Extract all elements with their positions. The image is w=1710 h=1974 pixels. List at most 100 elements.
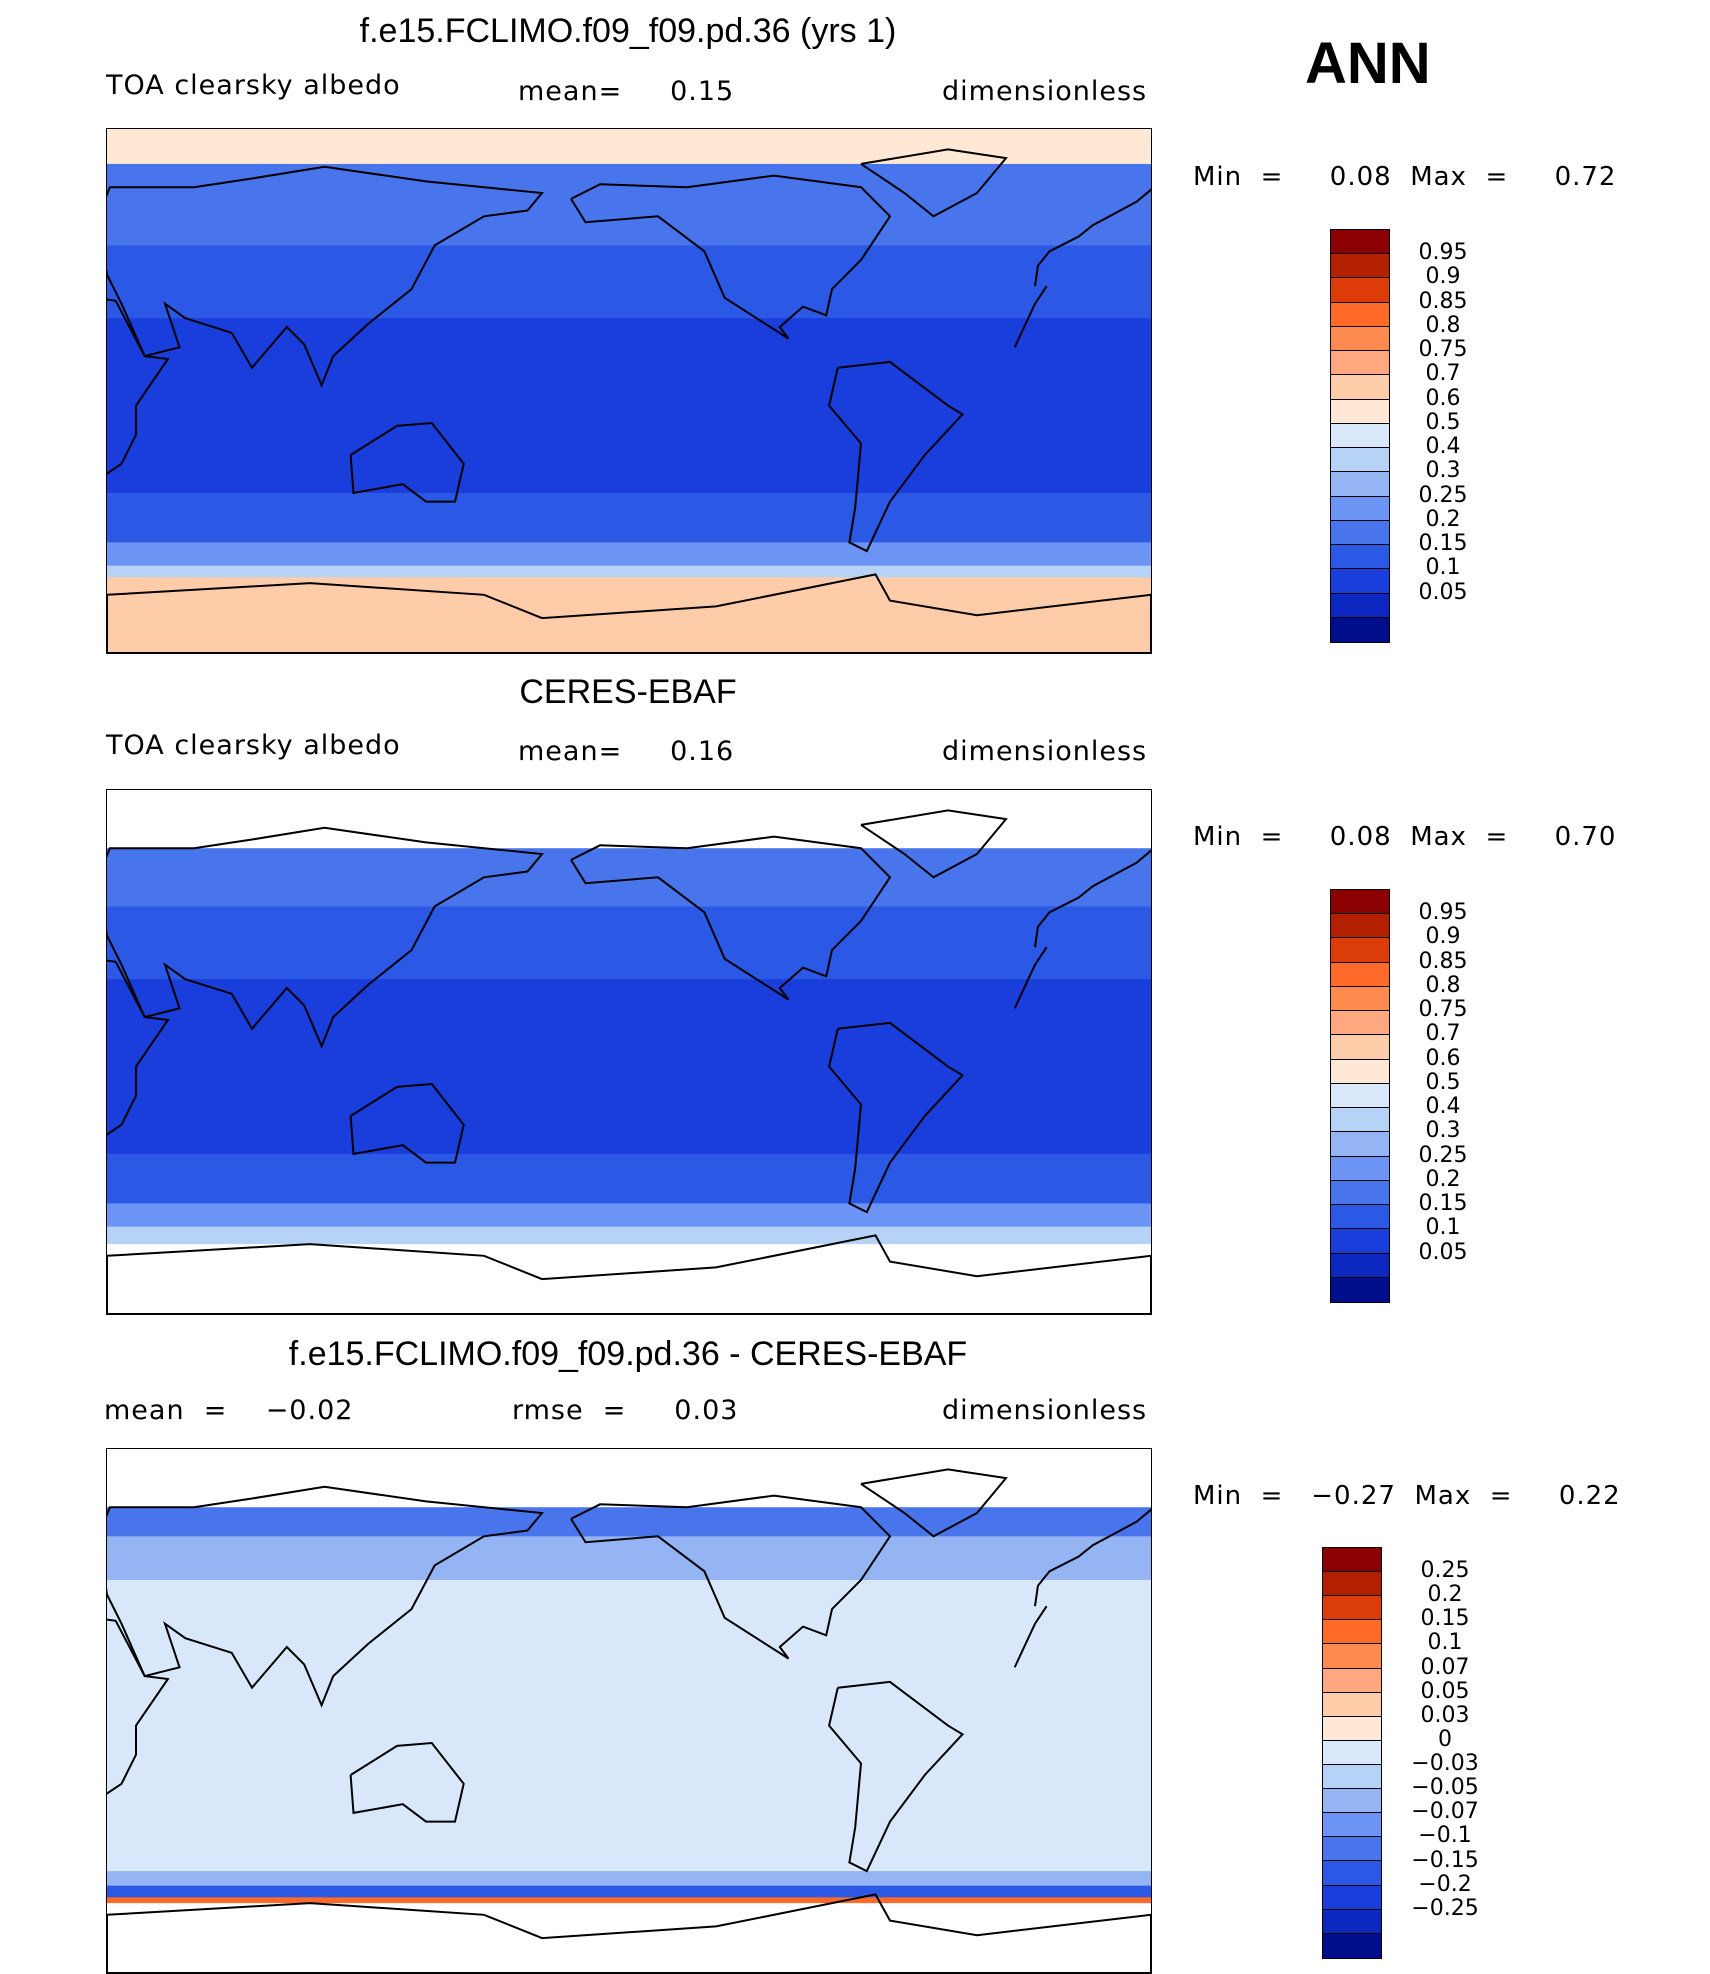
colorbar-swatch — [1331, 1156, 1389, 1181]
panel-1-map-svg — [107, 129, 1151, 653]
map-latitude-band — [107, 245, 1151, 319]
colorbar-tick-label: 0.4 — [1425, 1094, 1461, 1120]
colorbar-swatch — [1331, 472, 1389, 497]
colorbar-tick-label: 0.85 — [1418, 948, 1468, 974]
colorbar-tick-label: −0.05 — [1411, 1775, 1479, 1801]
colorbar-swatch — [1331, 375, 1389, 400]
panel-1-mean-label: mean= 0.15 — [518, 76, 735, 107]
coastline-eurasia — [107, 1485, 544, 1708]
map-latitude-band — [107, 790, 1151, 849]
panel-2-colorbar — [1330, 889, 1390, 1303]
colorbar-swatch — [1331, 1180, 1389, 1206]
colorbar-tick-label: 0.7 — [1425, 1021, 1461, 1047]
colorbar-tick-label: 0.15 — [1418, 1191, 1468, 1217]
coastline-antarctica — [107, 573, 1151, 653]
coastline-namerica — [570, 835, 892, 1001]
colorbar-swatch — [1331, 890, 1389, 915]
colorbar-swatch — [1331, 914, 1389, 939]
colorbar-tick-label: 0.1 — [1427, 1630, 1463, 1656]
map-latitude-band — [107, 1536, 1151, 1581]
panel-3-colorbar — [1322, 1547, 1382, 1959]
colorbar-swatch — [1331, 1229, 1389, 1254]
colorbar-tick-label: 0.25 — [1418, 1142, 1468, 1168]
coastline-africa-west — [1013, 285, 1048, 348]
map-latitude-band — [107, 129, 1151, 165]
colorbar-tick-label: 0.05 — [1420, 1678, 1470, 1704]
coastline-samerica — [828, 1021, 965, 1214]
coastline-europe-west — [1034, 1508, 1151, 1607]
panel-2-map-svg — [107, 790, 1151, 1314]
colorbar-tick-label: 0.07 — [1420, 1654, 1470, 1680]
coastline-namerica — [570, 174, 892, 340]
colorbar-swatch — [1323, 1813, 1381, 1838]
colorbar-tick-label: 0.3 — [1425, 1118, 1461, 1144]
coastline-africa-west — [1013, 1605, 1048, 1668]
panel-3-map-svg — [107, 1449, 1151, 1973]
panel-3-mean-label: mean = −0.02 — [104, 1395, 354, 1426]
colorbar-swatch — [1323, 1620, 1381, 1645]
colorbar-tick-label: 0.75 — [1418, 997, 1468, 1023]
colorbar-swatch — [1323, 1644, 1381, 1669]
colorbar-swatch — [1323, 1764, 1381, 1790]
colorbar-tick-label: 0.25 — [1418, 482, 1468, 508]
panel-2-title: CERES-EBAF — [519, 673, 737, 711]
coastline-antarctica — [107, 1893, 1151, 1973]
coastline-europe-west — [1034, 188, 1151, 287]
panel-1-map — [106, 128, 1152, 654]
colorbar-tick-label: 0.1 — [1425, 555, 1461, 581]
colorbar-tick-label: 0.85 — [1418, 288, 1468, 314]
colorbar-tick-label: 0.95 — [1418, 240, 1468, 266]
panel-3-rmse-label: rmse = 0.03 — [512, 1395, 739, 1426]
colorbar-swatch — [1331, 230, 1389, 255]
colorbar-swatch — [1323, 1861, 1381, 1886]
panel-1-colorbar — [1330, 229, 1390, 643]
panel-1-units-label: dimensionless — [942, 76, 1148, 107]
map-latitude-band — [107, 848, 1151, 907]
coastline-antarctica — [107, 1234, 1151, 1314]
panel-2-mean-label: mean= 0.16 — [518, 736, 735, 767]
colorbar-tick-label: 0.8 — [1425, 312, 1461, 338]
colorbar-tick-label: 0.7 — [1425, 361, 1461, 387]
panel-1-variable-label: TOA clearsky albedo — [106, 70, 401, 101]
map-latitude-band — [107, 1244, 1151, 1314]
colorbar-tick-label: 0.75 — [1418, 337, 1468, 363]
map-latitude-band — [107, 1153, 1151, 1204]
panel-2-units-label: dimensionless — [942, 736, 1148, 767]
colorbar-tick-label: 0.2 — [1425, 506, 1461, 532]
colorbar-swatch — [1331, 423, 1389, 449]
colorbar-swatch — [1323, 1789, 1381, 1814]
colorbar-swatch — [1331, 593, 1389, 618]
colorbar-tick-label: 0.4 — [1425, 434, 1461, 460]
map-latitude-band — [107, 906, 1151, 980]
coastline-samerica — [828, 1680, 965, 1873]
colorbar-swatch — [1323, 1933, 1381, 1958]
colorbar-tick-label: 0.6 — [1425, 385, 1461, 411]
colorbar-tick-label: 0.9 — [1425, 264, 1461, 290]
map-latitude-band — [107, 542, 1151, 567]
colorbar-tick-label: 0.1 — [1425, 1215, 1461, 1241]
colorbar-tick-label: 0.5 — [1425, 1069, 1461, 1095]
colorbar-swatch — [1331, 1205, 1389, 1230]
colorbar-tick-label: 0.25 — [1420, 1558, 1470, 1584]
coastline-greenland — [860, 148, 1008, 218]
map-latitude-band — [107, 979, 1151, 1155]
colorbar-tick-label: 0.2 — [1427, 1582, 1463, 1608]
colorbar-swatch — [1331, 569, 1389, 594]
colorbar-swatch — [1331, 1011, 1389, 1036]
coastline-australia — [349, 1082, 465, 1164]
panel-2-colorbar-ticks: 0.95 0.9 0.85 0.8 0.75 0.7 0.6 0.5 0.4 0.3 0.25 0.2… — [1398, 889, 1488, 1301]
coastline-europe-west — [1034, 849, 1151, 948]
coastline-australia — [349, 1741, 465, 1823]
map-latitude-band — [107, 1203, 1151, 1228]
colorbar-swatch — [1323, 1837, 1381, 1862]
colorbar-swatch — [1331, 1277, 1389, 1302]
map-latitude-band — [107, 163, 1151, 246]
colorbar-swatch — [1323, 1716, 1381, 1741]
colorbar-swatch — [1331, 1253, 1389, 1278]
colorbar-swatch — [1331, 1083, 1389, 1109]
colorbar-swatch — [1323, 1548, 1381, 1573]
map-latitude-band — [107, 1885, 1151, 1898]
colorbar-tick-label: 0.05 — [1418, 1239, 1468, 1265]
map-latitude-band — [107, 492, 1151, 543]
colorbar-swatch — [1331, 326, 1389, 352]
